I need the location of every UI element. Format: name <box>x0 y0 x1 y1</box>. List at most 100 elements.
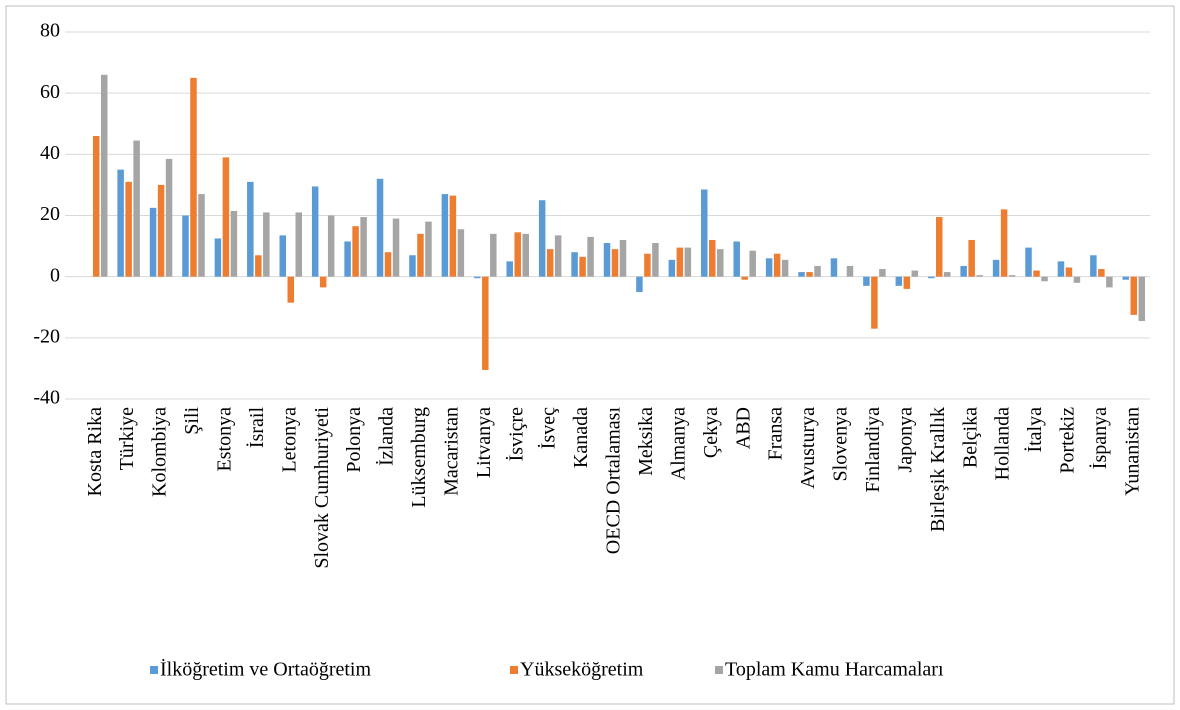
bar <box>384 252 392 277</box>
bar <box>587 236 594 277</box>
bar <box>871 276 878 329</box>
legend-swatch <box>715 666 723 674</box>
bar <box>1106 276 1113 288</box>
bar <box>230 210 238 277</box>
bar <box>668 259 676 277</box>
bar <box>457 229 465 277</box>
bar <box>417 233 424 277</box>
bar <box>895 276 903 286</box>
x-tick-label: Finlandiya <box>862 407 884 493</box>
bar <box>295 212 303 277</box>
bar <box>968 239 975 277</box>
bar <box>1065 267 1073 277</box>
bar <box>247 181 254 277</box>
bar <box>806 272 813 277</box>
x-tick-label: ABD <box>732 407 754 449</box>
bar <box>846 265 854 277</box>
bar <box>506 261 513 277</box>
bar <box>992 259 1000 277</box>
bar <box>319 276 327 288</box>
x-tick-label: Kolombiya <box>149 407 171 497</box>
y-tick-label: -40 <box>33 387 60 409</box>
bar <box>927 276 935 279</box>
bar <box>701 189 708 277</box>
bar <box>222 157 230 277</box>
bar <box>773 253 781 277</box>
bar <box>157 184 165 277</box>
bar <box>1098 269 1105 277</box>
x-tick-label: Yunanistan <box>1121 407 1143 496</box>
bar <box>425 221 432 277</box>
bar <box>741 276 748 280</box>
bar <box>117 169 124 277</box>
bar <box>636 276 643 292</box>
bar <box>1057 261 1065 277</box>
x-tick-label: Slovenya <box>830 407 852 482</box>
bar <box>360 217 367 277</box>
x-tick-label: Kanada <box>570 407 592 468</box>
x-tick-label: Meksika <box>635 407 657 476</box>
bar <box>943 272 951 277</box>
bar <box>125 181 132 277</box>
y-tick-label: 80 <box>40 20 60 42</box>
x-tick-label: Kosta Rika <box>84 407 106 497</box>
x-tick-label: Litvanya <box>473 407 495 478</box>
bar <box>1090 255 1097 277</box>
bar <box>165 158 173 277</box>
bar <box>538 200 546 277</box>
bar <box>198 194 205 277</box>
bar <box>611 249 619 277</box>
bar <box>376 178 384 277</box>
x-tick-label: Portekiz <box>1057 407 1079 474</box>
bar <box>514 232 521 277</box>
bar <box>344 241 351 277</box>
bar <box>92 135 100 277</box>
bar <box>482 276 489 370</box>
bar <box>182 215 189 277</box>
bar <box>1041 276 1048 282</box>
bar <box>976 275 983 277</box>
bar <box>1008 275 1016 277</box>
legend-label: Yükseköğretim <box>520 659 644 681</box>
bar <box>409 255 416 277</box>
x-tick-label: Estonya <box>214 407 236 472</box>
x-tick-label: Slovak Cumhuriyeti <box>311 407 333 569</box>
bar <box>676 247 684 277</box>
bar <box>1033 270 1040 277</box>
bar <box>263 212 270 277</box>
y-tick-label: 20 <box>40 203 60 225</box>
bar <box>133 140 140 277</box>
y-tick-label: 0 <box>50 264 60 286</box>
bar <box>190 77 197 277</box>
x-tick-label: Birleşik Krallık <box>927 407 949 532</box>
bar <box>903 276 911 289</box>
x-tick-label: Avusturya <box>797 407 819 489</box>
bar <box>214 238 222 277</box>
bar <box>352 226 359 277</box>
bar <box>571 252 578 277</box>
bar <box>279 235 287 277</box>
x-tick-label: Fransa <box>765 407 787 460</box>
bar <box>100 74 108 277</box>
bar <box>960 265 967 277</box>
x-tick-label: Japonya <box>894 407 916 473</box>
bar <box>935 217 943 277</box>
x-tick-label: Şili <box>181 407 203 435</box>
bar <box>1138 276 1146 322</box>
bar <box>644 253 651 277</box>
bar <box>879 269 886 277</box>
bar <box>1122 276 1130 280</box>
x-tick-label: Çekya <box>700 407 722 458</box>
bar <box>579 256 586 277</box>
y-tick-label: 40 <box>40 142 60 164</box>
legend-label: İlköğretim ve Ortaöğretim <box>160 658 371 681</box>
x-tick-label: İsviçre <box>504 407 527 462</box>
x-tick-label: Türkiye <box>116 407 138 470</box>
bar <box>1000 209 1008 277</box>
x-tick-label: İspanya <box>1088 407 1111 469</box>
bar <box>652 243 659 277</box>
bar <box>522 233 529 277</box>
bar <box>814 265 821 277</box>
bar <box>781 259 789 277</box>
bar <box>684 247 692 277</box>
